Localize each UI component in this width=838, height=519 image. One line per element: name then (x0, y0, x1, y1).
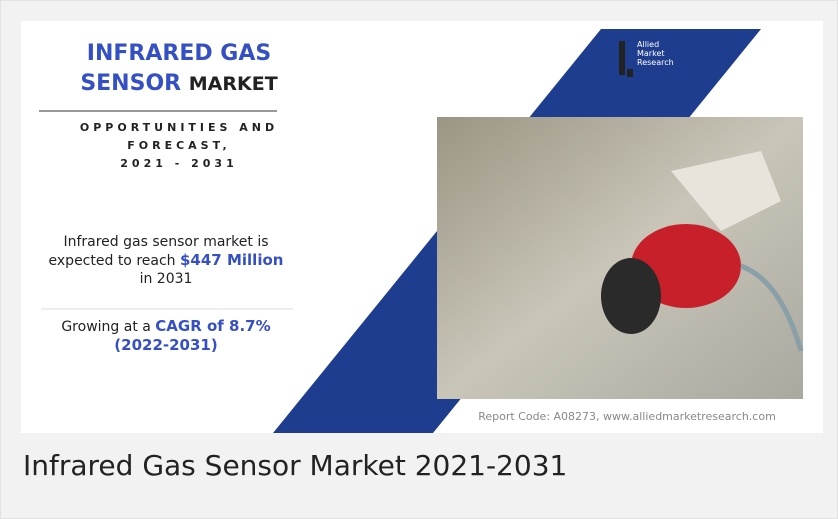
title-rest: MARKET (189, 73, 278, 95)
cagr: CAGR of 8.7% (155, 317, 270, 335)
photo-sensor-cap (601, 258, 661, 334)
logo-text: Allied Market Research (637, 40, 674, 67)
logo-line: Allied (637, 40, 674, 49)
page: INFRARED GAS SENSOR MARKET OPPORTUNITIES… (0, 0, 838, 519)
subtitle: FORECAST, (39, 139, 319, 152)
subtitle: 2021 - 2031 (39, 157, 319, 170)
logo-icon (627, 69, 633, 77)
text: in 2031 (140, 271, 193, 287)
subtitle: OPPORTUNITIES AND (39, 121, 319, 134)
title: INFRARED GAS (49, 41, 309, 66)
title: SENSOR MARKET (49, 71, 309, 96)
card: INFRARED GAS SENSOR MARKET OPPORTUNITIES… (21, 21, 823, 433)
market-value: $447 Million (180, 251, 283, 269)
logo-icon (619, 41, 625, 75)
text: Growing at a (61, 319, 151, 335)
growth-text: Growing at a CAGR of 8.7%(2022-2031) (41, 317, 291, 355)
frame: INFRARED GAS SENSOR MARKET OPPORTUNITIES… (0, 0, 838, 519)
title-highlight: SENSOR (80, 71, 181, 96)
growth-period: (2022-2031) (114, 336, 217, 354)
market-text: Infrared gas sensor market is expected t… (41, 233, 291, 288)
report-code: Report Code: A08273, www.alliedmarketres… (437, 410, 817, 423)
logo-line: Research (637, 58, 674, 67)
caption: Infrared Gas Sensor Market 2021-2031 (23, 449, 567, 482)
logo-line: Market (637, 49, 674, 58)
